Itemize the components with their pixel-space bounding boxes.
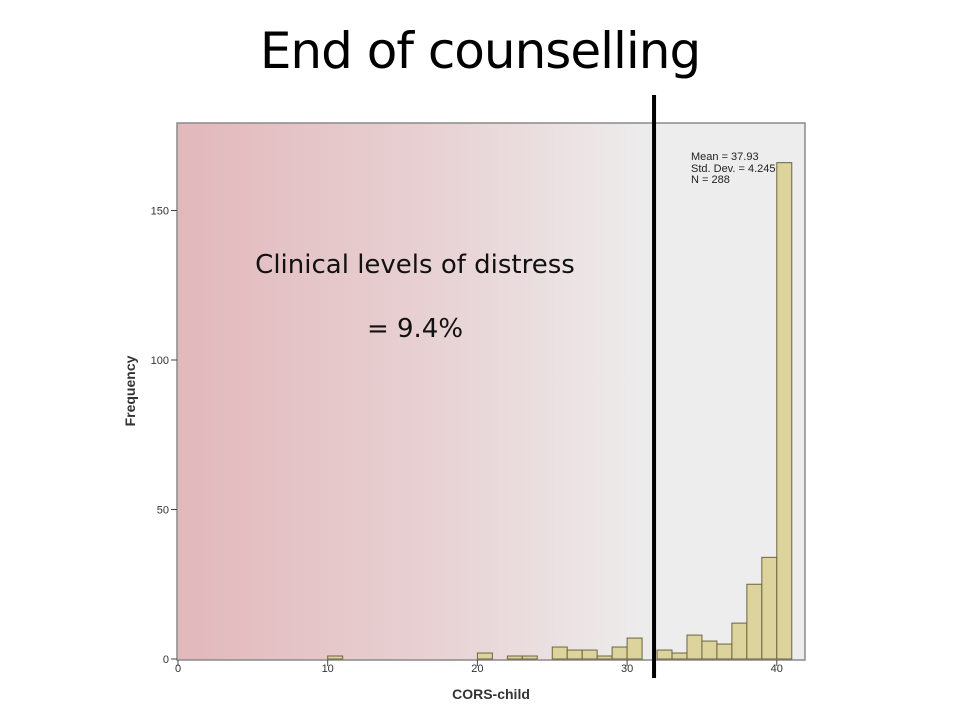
x-tick-label: 20 xyxy=(471,663,483,675)
clinical-distress-percent: = 9.4% xyxy=(366,314,464,344)
stat-n: N = 288 xyxy=(691,174,730,186)
clinical-region-shade xyxy=(177,123,655,660)
histogram-bar xyxy=(596,655,613,660)
y-tick-label: 100 xyxy=(151,355,169,367)
x-tick-label: 40 xyxy=(771,663,783,675)
histogram-bar xyxy=(521,655,538,660)
clinical-distress-label: Clinical levels of distress xyxy=(255,250,575,280)
histogram-bar xyxy=(327,655,344,660)
histogram-bar xyxy=(671,652,688,660)
histogram-bar xyxy=(686,634,703,660)
x-tick-label: 0 xyxy=(175,663,181,675)
histogram-bar xyxy=(701,640,718,660)
slide-title: End of counselling xyxy=(259,22,701,80)
histogram-bar xyxy=(731,622,748,660)
histogram-bar xyxy=(581,649,598,660)
histogram-bar xyxy=(506,655,523,660)
histogram-bar xyxy=(551,646,568,660)
y-tick-label: 150 xyxy=(151,206,169,218)
histogram-bar xyxy=(776,162,793,660)
y-tick-label: 0 xyxy=(163,654,169,666)
histogram-bar xyxy=(761,556,778,660)
y-tick-label: 50 xyxy=(157,505,169,517)
x-tick-label: 10 xyxy=(322,663,334,675)
histogram-bar xyxy=(716,643,733,660)
histogram-bar xyxy=(566,649,583,660)
stat-std-dev: Std. Dev. = 4.245 xyxy=(691,162,776,175)
plot-frame xyxy=(176,122,806,661)
histogram-bar xyxy=(746,583,763,660)
x-tick-label: 30 xyxy=(621,663,633,675)
histogram-bar xyxy=(476,652,493,660)
histogram-bar xyxy=(611,646,628,660)
y-axis-label: Frequency xyxy=(122,355,138,426)
x-axis-label: CORS-child xyxy=(452,686,530,702)
stat-mean: Mean = 37.93 xyxy=(691,151,759,163)
histogram-bar xyxy=(626,637,643,660)
histogram-bar xyxy=(656,649,673,660)
stats-box: Mean = 37.93 Std. Dev. = 4.245 N = 288 xyxy=(691,151,776,187)
